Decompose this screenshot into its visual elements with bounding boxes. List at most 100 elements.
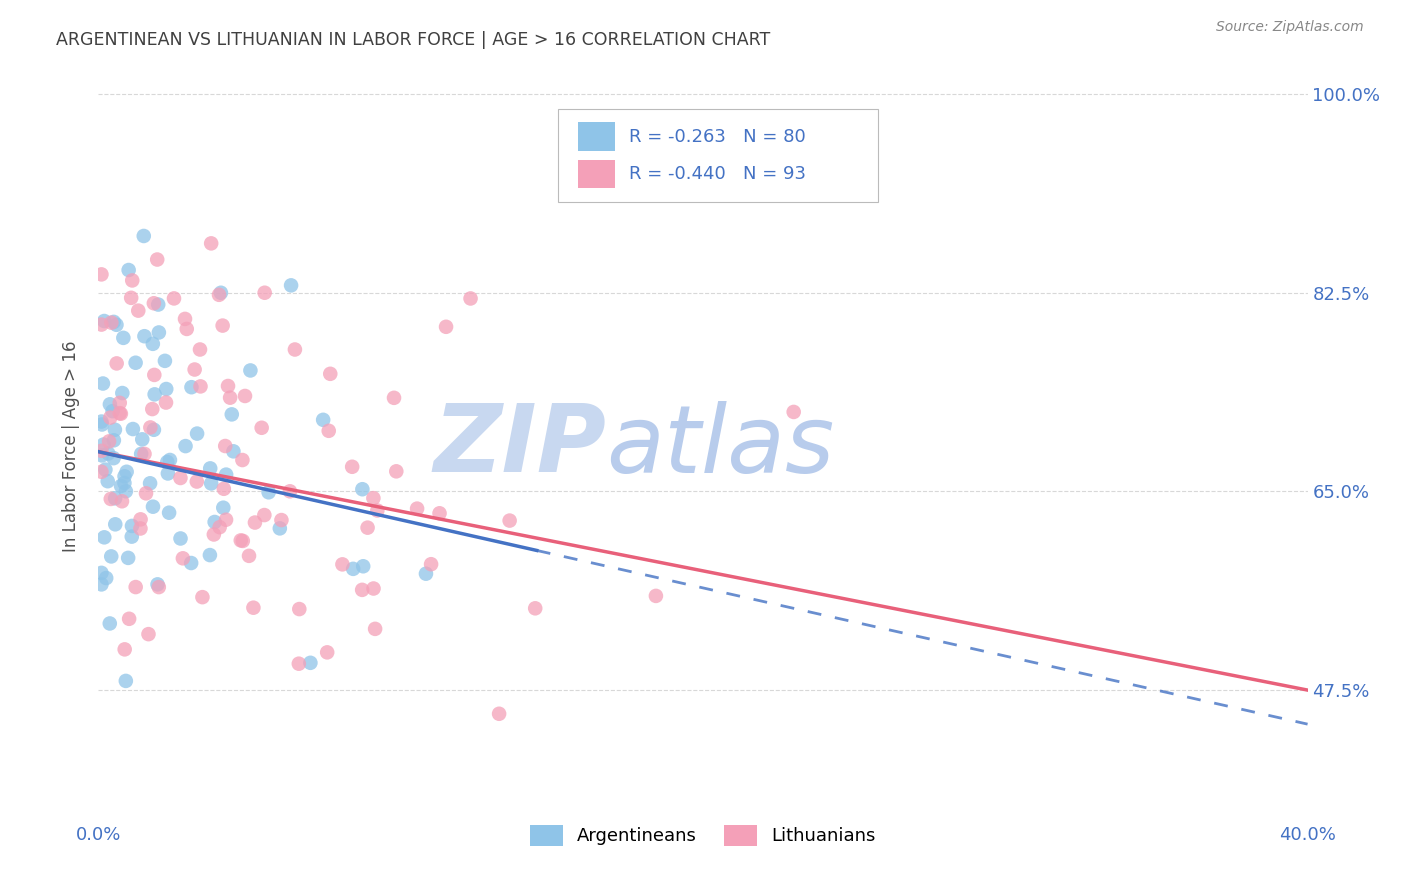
Point (233, 389, 256, 403)
Point (139, 420, 162, 434)
Point (94, 462, 117, 476)
Y-axis label: In Labor Force | Age > 16: In Labor Force | Age > 16 (62, 340, 80, 552)
Point (172, 551, 194, 566)
Point (132, 229, 155, 244)
Point (215, 513, 238, 527)
Point (143, 368, 166, 382)
Point (93, 314, 115, 328)
Point (90, 318, 112, 332)
Point (288, 657, 311, 671)
Point (131, 433, 153, 447)
Point (122, 422, 145, 436)
Point (363, 582, 385, 596)
Point (406, 501, 429, 516)
Point (211, 318, 233, 333)
Point (159, 453, 181, 467)
Point (434, 319, 457, 334)
Point (190, 379, 212, 393)
Point (524, 601, 547, 615)
Point (209, 285, 232, 300)
Point (114, 475, 136, 490)
Point (229, 533, 252, 548)
Point (198, 548, 221, 562)
Point (188, 343, 211, 357)
Point (340, 459, 363, 474)
Point (212, 482, 235, 496)
Point (114, 642, 136, 657)
Point (155, 382, 177, 396)
Point (270, 513, 292, 527)
Point (103, 315, 125, 329)
Point (332, 558, 354, 572)
Point (112, 331, 135, 345)
Point (141, 402, 163, 417)
Point (98, 410, 121, 425)
Point (783, 405, 806, 419)
Point (155, 395, 177, 409)
Point (93, 530, 115, 544)
Point (299, 656, 322, 670)
Point (231, 453, 253, 467)
Point (415, 566, 437, 581)
Point (645, 589, 668, 603)
Point (356, 521, 378, 535)
Point (127, 303, 149, 318)
Point (100, 491, 122, 506)
Point (352, 482, 374, 496)
Point (342, 562, 364, 576)
Point (363, 491, 385, 505)
Point (129, 512, 152, 526)
Point (352, 559, 374, 574)
Point (200, 476, 222, 491)
Point (104, 517, 127, 532)
Point (103, 451, 125, 466)
Point (219, 391, 242, 405)
Point (120, 291, 142, 305)
Text: ARGENTINEAN VS LITHUANIAN IN LABOR FORCE | AGE > 16 CORRELATION CHART: ARGENTINEAN VS LITHUANIAN IN LABOR FORCE… (56, 31, 770, 49)
Text: R = -0.263   N = 80: R = -0.263 N = 80 (630, 128, 806, 145)
Point (208, 288, 231, 302)
Point (125, 580, 148, 594)
Point (498, 514, 520, 528)
Point (153, 354, 176, 368)
Point (156, 467, 179, 481)
Point (104, 423, 127, 437)
Point (142, 423, 165, 437)
Point (146, 252, 169, 267)
Legend: Argentineans, Lithuanians: Argentineans, Lithuanians (523, 818, 883, 853)
Point (429, 506, 451, 520)
Point (253, 285, 276, 300)
Point (110, 479, 132, 493)
Point (117, 550, 139, 565)
Point (488, 706, 510, 721)
Point (174, 439, 197, 453)
Point (148, 297, 170, 311)
Point (366, 503, 388, 517)
Point (105, 318, 128, 332)
Point (215, 467, 238, 482)
Point (115, 484, 138, 499)
Point (146, 577, 169, 591)
Point (200, 236, 222, 251)
Point (163, 292, 186, 306)
Point (148, 580, 170, 594)
Point (180, 380, 202, 394)
Point (460, 292, 482, 306)
Point (318, 424, 340, 438)
Point (204, 515, 226, 529)
Point (108, 406, 131, 420)
Point (110, 407, 132, 421)
Point (97, 474, 120, 488)
Point (134, 329, 156, 343)
Point (316, 645, 339, 659)
Point (269, 521, 291, 535)
Point (93, 437, 115, 451)
Point (169, 532, 191, 546)
Point (135, 486, 157, 500)
Point (284, 343, 307, 357)
Point (352, 582, 374, 597)
Text: R = -0.440   N = 93: R = -0.440 N = 93 (630, 165, 806, 183)
Point (385, 464, 408, 478)
Point (239, 363, 262, 377)
Point (98, 616, 121, 631)
